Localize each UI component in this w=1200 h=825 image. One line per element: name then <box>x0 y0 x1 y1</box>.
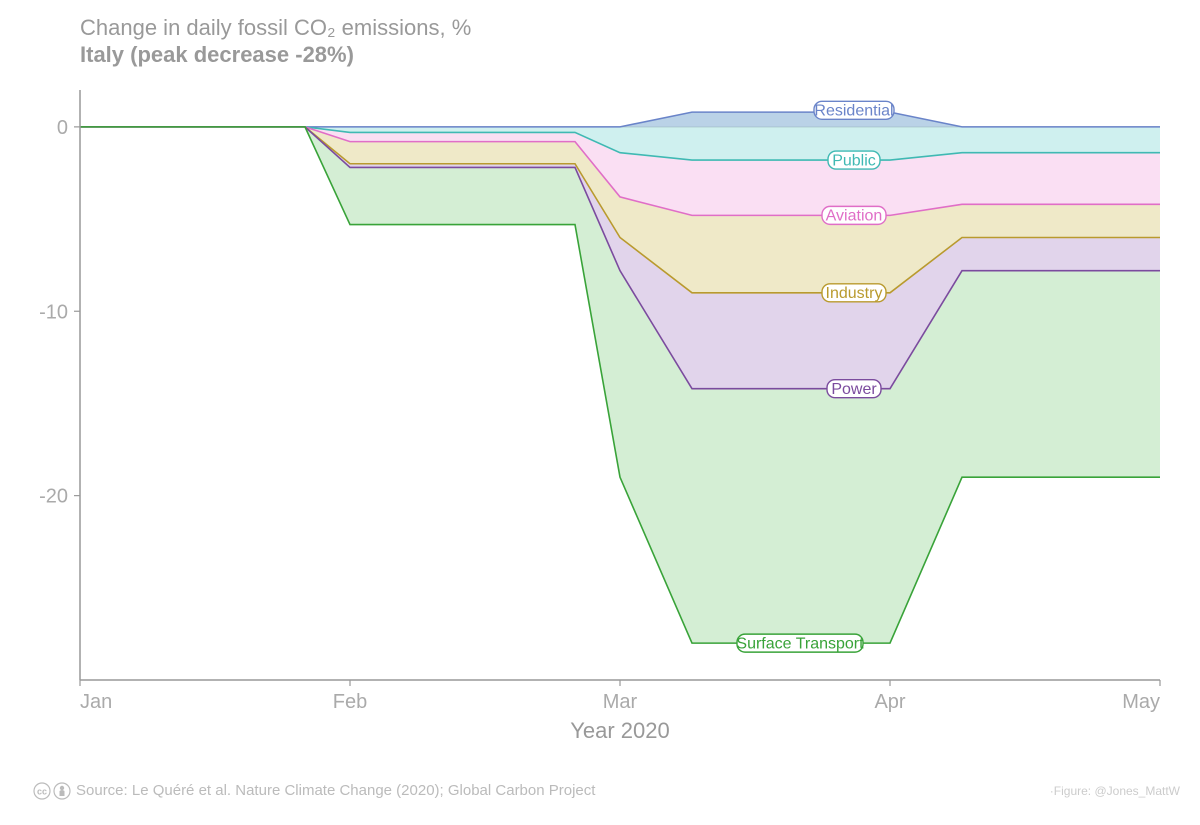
footer-source: Source: Le Quéré et al. Nature Climate C… <box>76 782 596 799</box>
cc-icon-text: cc <box>37 786 47 796</box>
y-tick-label: 0 <box>57 117 68 139</box>
cc-by-icon-head <box>60 786 64 790</box>
label-public: Public <box>832 152 876 169</box>
label-residential: Residential <box>814 103 893 120</box>
x-tick-label: Jan <box>80 691 112 713</box>
x-tick-label: Apr <box>874 691 905 713</box>
x-tick-label: May <box>1122 691 1160 713</box>
label-industry: Industry <box>826 285 883 302</box>
chart-title-line1: Change in daily fossil CO₂ emissions, % <box>80 15 471 40</box>
label-surface-transport: Surface Transport <box>736 635 864 652</box>
label-power: Power <box>831 381 877 398</box>
chart-container: Change in daily fossil CO₂ emissions, %I… <box>0 0 1200 825</box>
stacked-area-chart: Change in daily fossil CO₂ emissions, %I… <box>0 0 1200 825</box>
y-tick-label: -10 <box>39 301 68 323</box>
label-aviation: Aviation <box>826 208 883 225</box>
x-tick-label: Mar <box>603 691 638 713</box>
chart-title-line2: Italy (peak decrease -28%) <box>80 42 354 67</box>
x-tick-label: Feb <box>333 691 367 713</box>
cc-by-icon-body <box>60 790 65 796</box>
x-axis-title: Year 2020 <box>570 718 670 743</box>
y-tick-label: -20 <box>39 486 68 508</box>
footer-credit: ·Figure: @Jones_MattW <box>1050 784 1181 798</box>
